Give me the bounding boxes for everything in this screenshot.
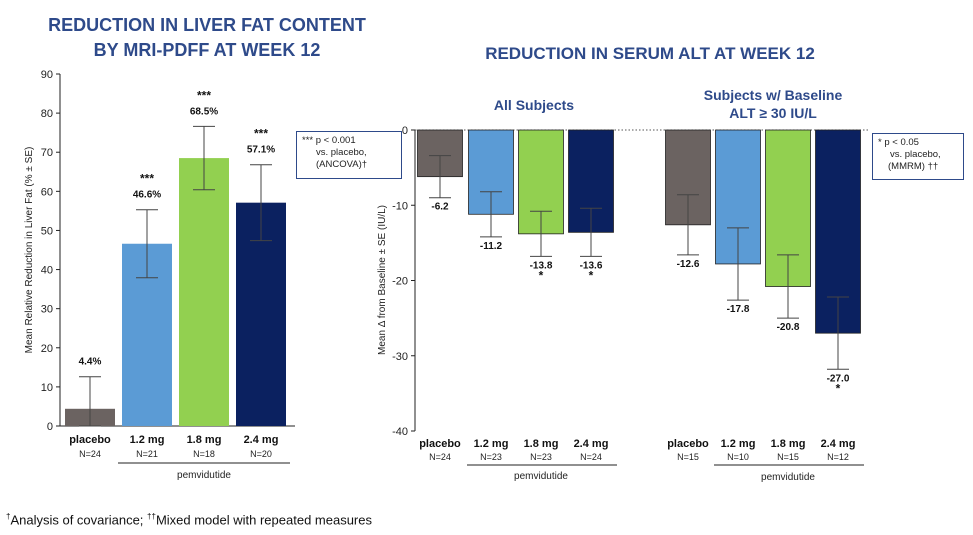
left-significance-marker: *** xyxy=(197,88,211,102)
left-value-label: 46.6% xyxy=(133,190,161,201)
left-y-tick-label: 90 xyxy=(41,69,53,81)
right-category-label: 1.2 mg xyxy=(474,438,509,450)
left-significance-marker: *** xyxy=(140,172,154,186)
footnote: †Analysis of covariance; ††Mixed model w… xyxy=(6,512,372,527)
left-y-tick-label: 70 xyxy=(41,147,53,159)
left-y-tick-label: 0 xyxy=(47,421,53,433)
right-y-tick-label: -20 xyxy=(392,276,408,288)
left-n-label: N=24 xyxy=(79,449,101,459)
left-y-tick-label: 80 xyxy=(41,108,53,120)
left-legend-line-3: (ANCOVA)† xyxy=(316,159,368,170)
right-n-label: N=23 xyxy=(530,452,552,462)
left-bar-1.8-mg xyxy=(179,158,229,427)
right-y-tick-label: -30 xyxy=(392,351,408,363)
right-category-label: 1.8 mg xyxy=(524,438,559,450)
left-y-axis-label: Mean Relative Reduction in Liver Fat (% … xyxy=(24,147,35,354)
left-y-tick-label: 40 xyxy=(41,265,53,277)
right-y-tick-label: -10 xyxy=(392,200,408,212)
footnote-text-2: Mixed model with repeated measures xyxy=(155,512,372,528)
right-category-label: 1.8 mg xyxy=(771,438,806,450)
footnote-double-dagger: †† xyxy=(147,512,156,521)
right-legend-line-2: vs. placebo, xyxy=(890,149,941,160)
left-legend-box: *** p < 0.001 vs. placebo, (ANCOVA)† xyxy=(296,131,402,179)
right-category-label: placebo xyxy=(667,438,709,450)
footnote-dagger: † xyxy=(6,512,11,521)
left-title-line-1: REDUCTION IN LIVER FAT CONTENT xyxy=(48,15,366,35)
left-value-label: 57.1% xyxy=(247,145,275,156)
right-n-label: N=15 xyxy=(777,452,799,462)
left-n-label: N=21 xyxy=(136,449,158,459)
right-group-2-title-line-2: ALT ≥ 30 IU/L xyxy=(729,105,817,121)
right-value-label: -6.2 xyxy=(431,202,449,213)
chart-canvas: REDUCTION IN LIVER FAT CONTENT BY MRI-PDF… xyxy=(24,15,868,483)
left-value-label: 68.5% xyxy=(190,106,218,117)
left-legend-line-1: *** p < 0.001 xyxy=(302,135,356,146)
right-bar-g2-placebo xyxy=(665,129,711,226)
right-group-1-title: All Subjects xyxy=(494,97,574,113)
left-n-label: N=18 xyxy=(193,449,215,459)
left-legend-line-2: vs. placebo, xyxy=(316,147,367,158)
right-value-label: -20.8 xyxy=(777,322,800,333)
left-category-label: 2.4 mg xyxy=(244,434,279,446)
right-value-label: -17.8 xyxy=(727,304,750,315)
right-legend-line-3: (MMRM) †† xyxy=(888,161,939,172)
left-y-tick-label: 10 xyxy=(41,382,53,394)
right-y-tick-label: -40 xyxy=(392,426,408,438)
left-value-label: 4.4% xyxy=(79,357,102,368)
right-value-label: -13.8 xyxy=(530,260,553,271)
left-significance-marker: *** xyxy=(254,127,268,141)
right-category-label: placebo xyxy=(419,438,461,450)
left-group-label: pemvidutide xyxy=(177,470,231,481)
right-y-axis-label: Mean Δ from Baseline ± SE (IU/L) xyxy=(377,205,388,355)
right-significance-marker: * xyxy=(589,268,594,282)
left-y-tick-label: 50 xyxy=(41,225,53,237)
left-y-tick-label: 60 xyxy=(41,186,53,198)
footnote-text-1: Analysis of covariance; xyxy=(10,512,148,528)
right-category-label: 1.2 mg xyxy=(721,438,756,450)
right-title: REDUCTION IN SERUM ALT AT WEEK 12 xyxy=(485,44,815,63)
right-legend-line-1: * p < 0.05 xyxy=(878,137,919,148)
right-n-label: N=23 xyxy=(480,452,502,462)
left-y-tick-label: 30 xyxy=(41,304,53,316)
right-n-label: N=12 xyxy=(827,452,849,462)
right-n-label: N=24 xyxy=(429,452,451,462)
right-n-label: N=10 xyxy=(727,452,749,462)
right-n-label: N=24 xyxy=(580,452,602,462)
right-value-label: -11.2 xyxy=(480,241,503,252)
left-y-tick-label: 20 xyxy=(41,343,53,355)
right-value-label: -13.6 xyxy=(580,260,603,271)
left-n-label: N=20 xyxy=(250,449,272,459)
right-legend-box: * p < 0.05 vs. placebo, (MMRM) †† xyxy=(872,133,964,180)
right-category-label: 2.4 mg xyxy=(821,438,856,450)
right-significance-marker: * xyxy=(539,268,544,282)
right-y-tick-label: 0 xyxy=(402,125,408,137)
right-significance-marker: * xyxy=(836,381,841,395)
right-group-2-title-line-1: Subjects w/ Baseline xyxy=(704,87,843,103)
left-category-label: 1.8 mg xyxy=(187,434,222,446)
right-value-label: -12.6 xyxy=(677,259,700,270)
right-category-label: 2.4 mg xyxy=(574,438,609,450)
right-group-1-label: pemvidutide xyxy=(514,471,568,482)
right-n-label: N=15 xyxy=(677,452,699,462)
left-title-line-2: BY MRI-PDFF AT WEEK 12 xyxy=(94,40,321,60)
right-group-2-label: pemvidutide xyxy=(761,472,815,483)
left-category-label: placebo xyxy=(69,434,111,446)
left-category-label: 1.2 mg xyxy=(130,434,165,446)
right-value-label: -27.0 xyxy=(827,373,850,384)
